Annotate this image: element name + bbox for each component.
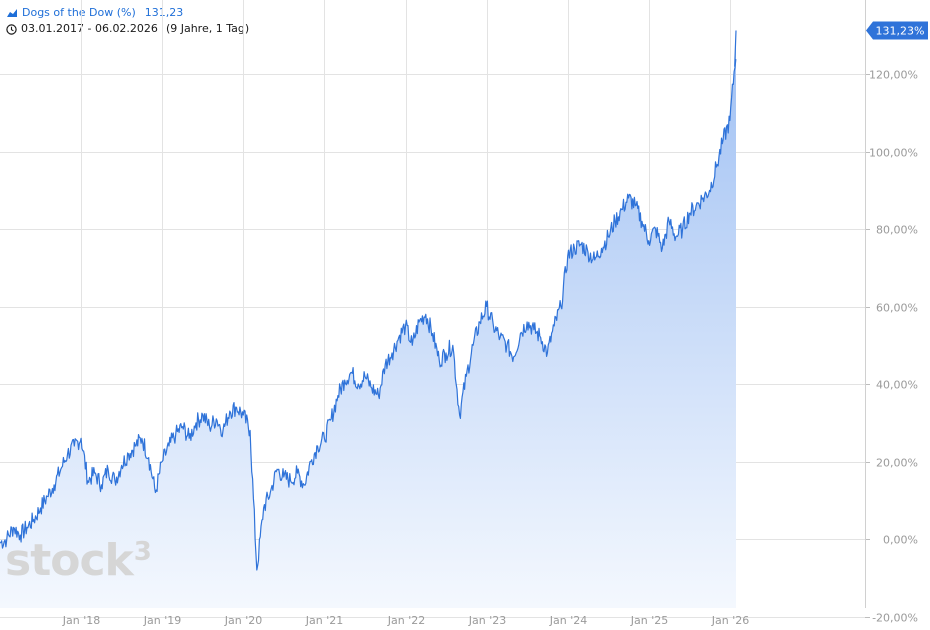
- stock3-watermark-logo: stock3: [5, 535, 152, 586]
- x-tick-label: Jan '23: [468, 614, 506, 627]
- x-tick-label: Jan '22: [387, 614, 425, 627]
- series-line: [0, 30, 737, 571]
- series-area-fill: [0, 30, 736, 608]
- last-value-label: 131,23%: [876, 24, 925, 37]
- x-tick-label: Jan '26: [711, 614, 749, 627]
- last-value-badge-shape: [866, 21, 928, 40]
- y-tick-label: 60,00%: [876, 302, 918, 315]
- last-value-badge: 131,23%: [866, 21, 928, 40]
- y-tick-label: 40,00%: [876, 379, 918, 392]
- y-tick-label: 100,00%: [869, 147, 918, 160]
- y-tick-label: 20,00%: [876, 457, 918, 470]
- y-tick-label: 80,00%: [876, 224, 918, 237]
- y-axis: 120,00% 100,00% 80,00% 60,00% 40,00% 20,00% 0,…: [865, 0, 918, 625]
- x-tick-label: Jan '21: [305, 614, 343, 627]
- x-tick-label: Jan '18: [62, 614, 100, 627]
- x-tick-label: Jan '25: [630, 614, 668, 627]
- y-tick-label: -20,00%: [872, 612, 918, 625]
- series-name: Dogs of the Dow (%): [22, 6, 136, 19]
- x-tick-label: Jan '19: [143, 614, 181, 627]
- series-legend-row: Dogs of the Dow (%) 131,23: [6, 5, 249, 21]
- date-range: 03.01.2017 - 06.02.2026: [21, 22, 158, 35]
- x-tick-label: Jan '20: [224, 614, 262, 627]
- y-tick-label: 0,00%: [883, 534, 918, 547]
- chart-legend: Dogs of the Dow (%) 131,23 03.01.2017 - …: [6, 5, 249, 37]
- x-tick-label: Jan '24: [549, 614, 587, 627]
- x-axis: Jan '18 Jan '19 Jan '20 Jan '21 Jan '22 Jan '…: [62, 614, 749, 627]
- y-tick-label: 120,00%: [869, 69, 918, 82]
- clock-icon: [6, 23, 17, 35]
- date-range-row: 03.01.2017 - 06.02.2026 (9 Jahre, 1 Tag): [6, 21, 249, 37]
- series-last-value: 131,23: [144, 6, 184, 19]
- date-duration: (9 Jahre, 1 Tag): [165, 22, 250, 35]
- area-chart-icon: [7, 9, 17, 17]
